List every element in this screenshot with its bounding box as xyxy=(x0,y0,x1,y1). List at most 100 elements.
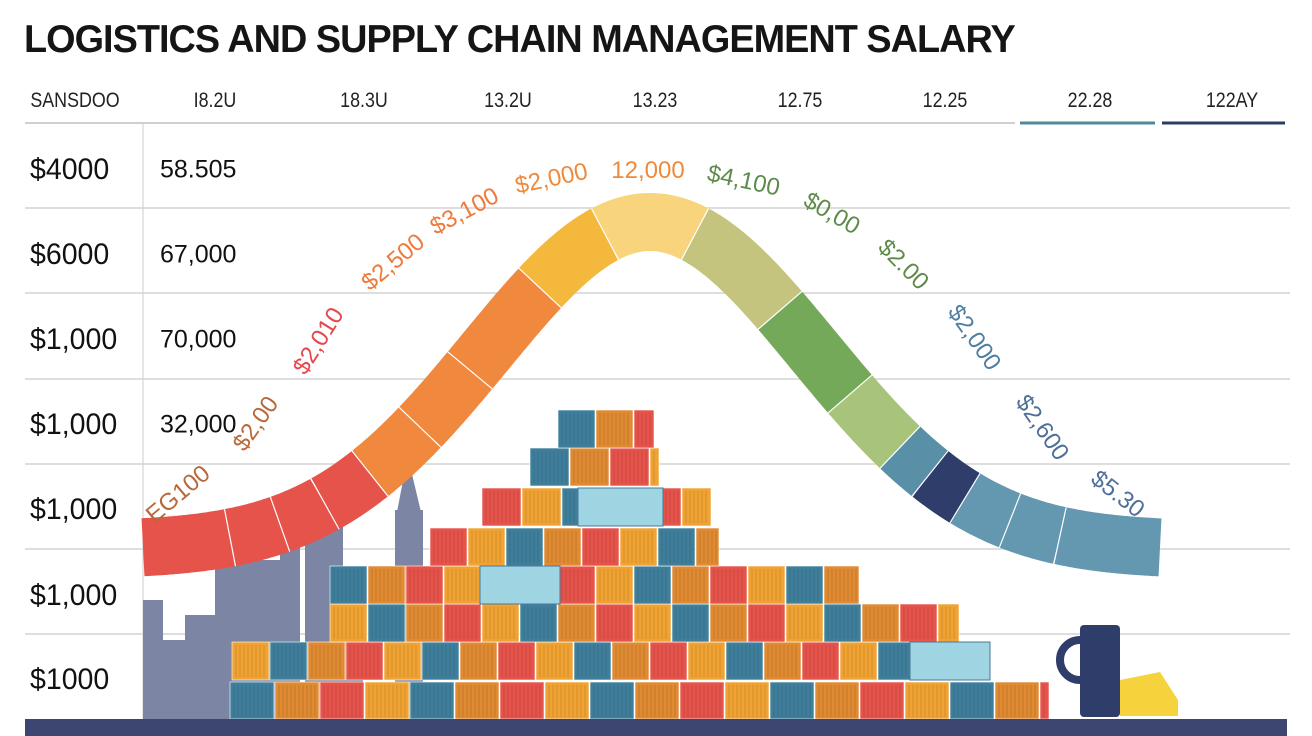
container xyxy=(859,681,905,720)
container-label-panel xyxy=(577,487,664,527)
ground-bar xyxy=(25,719,1287,736)
container xyxy=(329,565,368,605)
container xyxy=(619,527,658,567)
band-segment xyxy=(399,351,493,448)
container xyxy=(443,603,482,643)
segment-value-label: 12,000 xyxy=(611,157,684,184)
band-segment xyxy=(999,493,1068,564)
band-segment xyxy=(592,193,708,261)
container xyxy=(595,409,634,449)
header-label: 13.2U xyxy=(484,89,532,112)
container xyxy=(329,603,368,643)
segment-divider xyxy=(310,478,340,530)
container xyxy=(429,527,468,567)
container xyxy=(345,641,384,681)
container xyxy=(231,641,270,681)
segment-divider xyxy=(911,450,949,497)
segment-divider xyxy=(398,406,442,448)
container xyxy=(543,527,582,567)
container xyxy=(307,641,346,681)
container xyxy=(823,565,860,605)
segment-divider xyxy=(269,496,291,552)
container xyxy=(405,565,444,605)
segment-divider xyxy=(518,267,562,309)
band-segment xyxy=(1054,507,1162,577)
segment-value-label: $0,00 xyxy=(799,187,865,240)
segment-value-label: $2,00 xyxy=(228,391,285,456)
segment-divider xyxy=(447,351,493,390)
band-segment xyxy=(828,374,920,469)
band-segment xyxy=(270,479,340,552)
secondary-y-label: 32,000 xyxy=(160,410,237,439)
header-label: SANSDOO xyxy=(30,89,120,112)
segment-divider xyxy=(590,208,620,261)
band-segment xyxy=(224,496,290,567)
container xyxy=(709,603,748,643)
secondary-y-label: 67,000 xyxy=(160,240,237,269)
container xyxy=(823,603,862,643)
container xyxy=(994,681,1040,720)
segment-divider xyxy=(879,425,921,469)
container xyxy=(421,641,460,681)
container xyxy=(529,447,570,487)
y-axis-label: $1,000 xyxy=(30,408,118,441)
y-axis-label: $4000 xyxy=(30,153,110,186)
container xyxy=(573,641,612,681)
band-segment xyxy=(758,291,872,414)
container xyxy=(747,565,786,605)
salary-band xyxy=(141,193,1162,577)
container xyxy=(839,641,878,681)
container xyxy=(649,447,660,487)
container xyxy=(521,487,562,527)
container xyxy=(611,641,650,681)
segment-divider xyxy=(1053,507,1067,565)
segment-value-label: $2,010 xyxy=(288,303,350,380)
container xyxy=(657,527,696,567)
container xyxy=(633,409,655,449)
container xyxy=(505,527,544,567)
container xyxy=(633,565,672,605)
band-segment xyxy=(950,473,1021,548)
container xyxy=(269,641,308,681)
container xyxy=(801,641,840,681)
header-label: 12.25 xyxy=(922,89,968,112)
container xyxy=(405,603,444,643)
container xyxy=(589,681,635,720)
band-segment xyxy=(447,268,562,389)
container xyxy=(633,603,672,643)
header-label: 13.23 xyxy=(632,89,678,112)
container xyxy=(769,681,815,720)
segment-value-label: $2,000 xyxy=(513,158,590,200)
container xyxy=(481,603,520,643)
container xyxy=(319,681,365,720)
container xyxy=(459,641,498,681)
container xyxy=(671,565,710,605)
header-label: 18.3U xyxy=(340,89,388,112)
container xyxy=(709,565,748,605)
header-label: 12.75 xyxy=(777,89,823,112)
container xyxy=(634,681,680,720)
container xyxy=(785,603,824,643)
secondary-y-label: 58.505 xyxy=(160,155,237,184)
container xyxy=(364,681,410,720)
container xyxy=(443,565,482,605)
segment-divider xyxy=(998,493,1022,548)
band-segment xyxy=(912,450,980,523)
segment-divider xyxy=(827,374,873,414)
container xyxy=(544,681,590,720)
band-segment xyxy=(518,208,618,308)
container xyxy=(725,641,764,681)
container xyxy=(595,603,634,643)
band-segment xyxy=(880,426,949,497)
segment-divider xyxy=(680,208,710,261)
container xyxy=(785,565,824,605)
container-label-panel xyxy=(479,565,561,605)
container xyxy=(557,565,596,605)
container xyxy=(467,527,506,567)
container xyxy=(229,681,275,720)
container xyxy=(681,487,712,527)
container xyxy=(814,681,860,720)
container xyxy=(367,603,406,643)
container xyxy=(747,603,786,643)
